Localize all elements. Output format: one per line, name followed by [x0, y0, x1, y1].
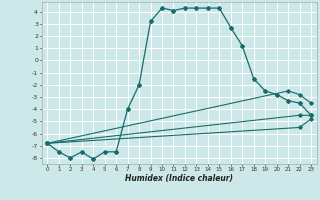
X-axis label: Humidex (Indice chaleur): Humidex (Indice chaleur)	[125, 174, 233, 183]
